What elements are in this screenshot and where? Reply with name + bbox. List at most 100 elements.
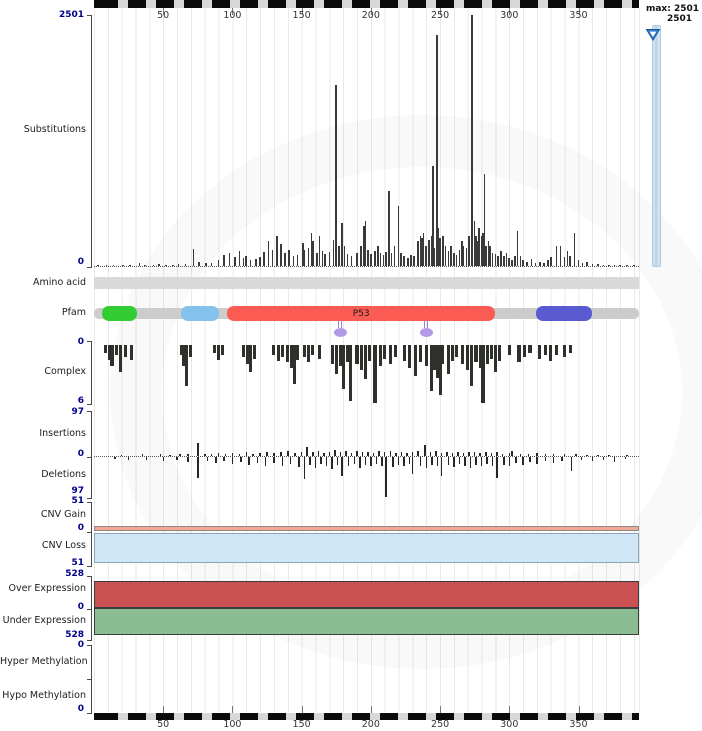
substitution-bar — [192, 248, 195, 266]
pfam-domain[interactable] — [535, 306, 593, 321]
substitution-bar — [296, 255, 299, 266]
insertion-bar — [575, 454, 577, 456]
slider-value-label: 2501 — [666, 14, 692, 24]
substitution-bar — [633, 265, 635, 266]
substitution-bar — [514, 256, 516, 266]
substitution-bar — [249, 260, 252, 266]
complex-bar — [307, 345, 311, 363]
substitution-bar — [259, 257, 261, 266]
deletion-bar — [486, 457, 488, 464]
insertion-bar — [259, 452, 261, 456]
substitution-bar — [364, 220, 367, 266]
deletion-bar — [431, 457, 433, 465]
deletion-bar — [624, 457, 627, 460]
deletion-bar — [303, 457, 306, 480]
insertion-bar — [608, 454, 610, 456]
axis-tick-label: 250 — [431, 719, 450, 730]
insertion-bar — [440, 452, 443, 456]
complex-bar — [302, 345, 306, 357]
scale-slider-track[interactable] — [652, 25, 661, 267]
slider-handle-icon[interactable] — [645, 26, 661, 41]
substitution-bar — [328, 251, 331, 266]
substitution-bar — [480, 235, 483, 266]
deletions-max: 97 — [71, 486, 84, 496]
insertion-bar — [527, 453, 530, 456]
pfam-domain[interactable]: P53 — [226, 306, 496, 321]
complex-bar — [373, 345, 377, 403]
deletion-bar — [336, 457, 339, 465]
complex-label: Complex — [44, 366, 86, 377]
deletion-bar — [403, 457, 405, 467]
complex-bar — [474, 345, 478, 363]
axis-tick-label: 50 — [157, 719, 170, 730]
insertion-bar — [511, 450, 513, 456]
methylation-bottom-zero: 0 — [77, 704, 84, 714]
insertion-bar — [468, 451, 470, 456]
insertion-bar — [345, 451, 347, 456]
substitution-bar — [255, 259, 257, 266]
substitution-bar — [210, 262, 213, 266]
complex-min: 0 — [77, 337, 84, 347]
substitution-bar — [105, 264, 108, 266]
substitution-bar — [559, 245, 562, 266]
substitution-bar — [223, 255, 225, 266]
insertion-bar — [210, 454, 213, 456]
substitution-bar — [475, 235, 477, 266]
substitution-bar — [280, 243, 282, 266]
substitution-bar — [461, 240, 464, 266]
indel-zero: 0 — [77, 449, 84, 459]
substitution-bar — [292, 256, 295, 266]
substitution-bar — [417, 240, 419, 266]
insertion-bar — [339, 452, 342, 456]
pfam-domain[interactable] — [102, 306, 137, 321]
substitution-bar — [478, 227, 480, 266]
complex-bar — [528, 345, 532, 353]
insertion-bar — [328, 451, 331, 456]
insertion-bar — [519, 453, 522, 456]
substitution-bar — [350, 256, 353, 266]
insertion-bar — [367, 451, 369, 456]
substitution-bar — [410, 255, 412, 266]
substitution-bar — [465, 247, 468, 266]
substitution-bar — [447, 250, 450, 266]
complex-bar — [543, 345, 547, 355]
substitution-bar — [500, 250, 502, 266]
insertion-bar — [141, 454, 144, 456]
insertions-track — [94, 415, 639, 456]
substitution-bar — [177, 263, 180, 266]
deletion-bar — [370, 457, 372, 467]
substitution-bar — [626, 265, 628, 266]
axis-tick — [578, 8, 580, 15]
axis-tick-label: 150 — [292, 719, 311, 730]
insertion-bar — [429, 452, 432, 456]
complex-bar — [441, 345, 445, 365]
insertion-bar — [204, 453, 206, 456]
methylation-bracket — [87, 645, 92, 714]
insertion-bar — [252, 453, 254, 456]
substitution-bar — [400, 253, 403, 266]
pfam-site-marker[interactable] — [333, 328, 347, 337]
complex-bar — [182, 345, 186, 367]
substitution-bar — [591, 263, 594, 266]
substitution-bar — [393, 245, 396, 266]
substitution-bar — [338, 245, 340, 266]
complex-track — [94, 345, 639, 405]
insertion-bar — [323, 452, 325, 456]
insertion-bar — [317, 450, 319, 456]
axis-tick — [370, 8, 372, 15]
complex-bar — [330, 345, 334, 365]
substitution-bar — [494, 254, 497, 266]
site-stem — [341, 321, 343, 328]
substitution-bar — [573, 232, 576, 266]
substitution-bar — [526, 262, 529, 266]
substitution-bar — [356, 253, 358, 266]
deletion-bar — [162, 457, 164, 462]
deletion-bar — [411, 457, 414, 475]
substitution-bar — [549, 257, 552, 266]
pfam-track: P53 — [94, 306, 639, 338]
insertion-bar — [544, 454, 546, 456]
complex-bar — [359, 345, 363, 371]
pfam-domain[interactable] — [181, 306, 219, 321]
deletion-bar — [215, 457, 217, 463]
pfam-site-marker[interactable] — [419, 328, 433, 337]
